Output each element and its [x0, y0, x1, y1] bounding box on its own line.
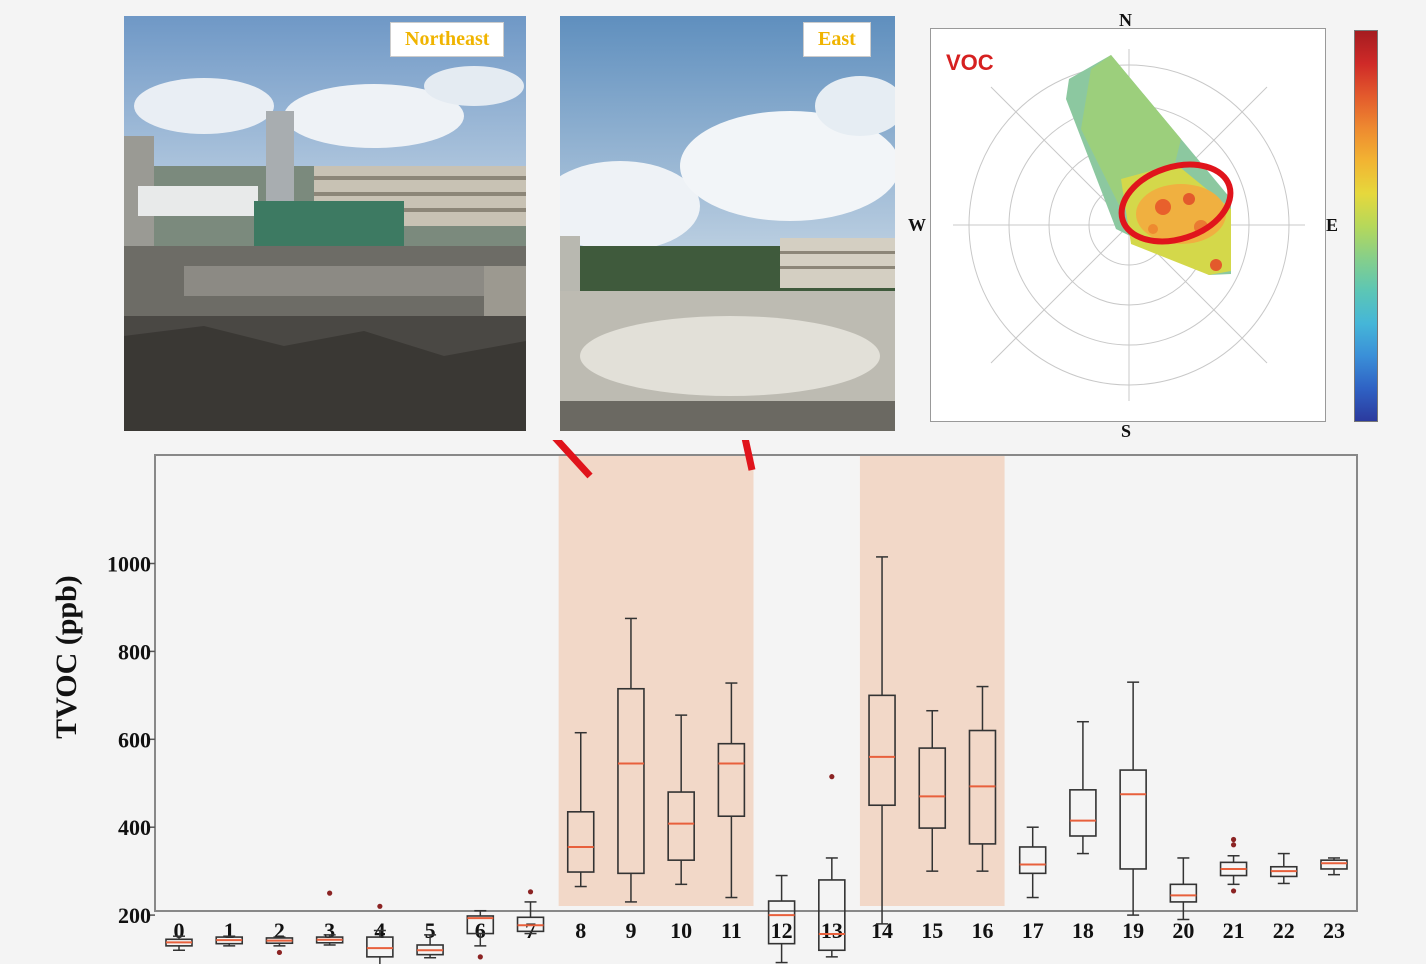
x-tick-label: 12 — [771, 918, 793, 943]
x-tick-label: 7 — [525, 918, 536, 943]
outlier-point — [527, 889, 534, 895]
x-tick-label: 9 — [625, 918, 636, 943]
box-hour-0 — [165, 935, 193, 952]
box-iqr — [1018, 846, 1047, 875]
box-hour-21 — [1219, 836, 1248, 894]
box-hour-6 — [466, 909, 495, 960]
outlier-point — [1230, 842, 1237, 848]
photo-label-east: East — [803, 22, 871, 57]
tvoc-boxplot-chart: 2004006008001000012345678910111213141516… — [107, 440, 1358, 964]
compass-west: W — [908, 215, 926, 235]
plot-frame — [154, 454, 1358, 912]
x-tick-label: 0 — [174, 918, 185, 943]
photo-east — [560, 16, 895, 431]
box-iqr — [1119, 769, 1147, 870]
y-tick-label: 1000 — [107, 552, 151, 577]
x-tick-label: 20 — [1172, 918, 1194, 943]
box-hour-18 — [1069, 720, 1097, 855]
box-iqr — [818, 879, 846, 952]
box-hour-1 — [215, 935, 244, 947]
box-iqr — [918, 747, 947, 829]
arrow-northeast — [552, 440, 593, 479]
box-hour-23 — [1320, 857, 1348, 876]
box-iqr — [1069, 789, 1097, 837]
box-iqr — [767, 900, 796, 945]
x-tick-label: 18 — [1072, 918, 1094, 943]
x-tick-label: 17 — [1022, 918, 1044, 943]
photo-label-northeast: Northeast — [390, 22, 505, 57]
x-tick-label: 3 — [324, 918, 335, 943]
compass-north: N — [1119, 10, 1132, 30]
outlier-point — [477, 954, 483, 960]
compass-east: E — [1326, 215, 1339, 235]
x-tick-label: 16 — [971, 918, 993, 943]
voc-polar-plot — [930, 28, 1326, 422]
x-tick-label: 19 — [1122, 918, 1144, 943]
box-hour-4 — [366, 903, 394, 964]
box-hour-11 — [717, 682, 746, 899]
box-hour-20 — [1169, 857, 1198, 921]
box-hour-2 — [265, 936, 294, 956]
x-tick-label: 22 — [1273, 918, 1295, 943]
box-iqr — [617, 687, 645, 875]
box-hour-9 — [617, 617, 645, 903]
x-tick-label: 8 — [575, 918, 586, 943]
x-tick-label: 21 — [1223, 918, 1245, 943]
box-hour-15 — [918, 709, 947, 872]
y-tick-label: 200 — [118, 903, 151, 928]
box-hour-14 — [868, 556, 896, 925]
box-hour-22 — [1269, 852, 1298, 885]
y-axis-label: TVOC (ppb) — [50, 575, 83, 739]
x-tick-label: 2 — [274, 918, 285, 943]
x-tick-label: 15 — [921, 918, 943, 943]
highlight-band — [558, 455, 754, 906]
x-tick-label: 23 — [1323, 918, 1345, 943]
box-iqr — [717, 742, 746, 818]
rose-title: VOC — [946, 50, 994, 75]
box-hour-13 — [818, 774, 846, 958]
compass-south: S — [1121, 421, 1132, 441]
photo-northeast — [124, 16, 526, 431]
colorbar — [1354, 30, 1378, 422]
outlier-point — [377, 903, 383, 909]
box-hour-19 — [1119, 681, 1147, 916]
outlier-point — [1230, 888, 1237, 894]
outlier-point — [829, 774, 835, 780]
y-tick-label: 800 — [118, 639, 151, 664]
box-iqr — [868, 694, 896, 807]
outlier-point — [327, 890, 333, 896]
x-tick-label: 5 — [425, 918, 436, 943]
box-iqr — [1169, 883, 1198, 903]
box-hour-16 — [968, 685, 997, 872]
box-hour-3 — [315, 890, 344, 946]
box-iqr — [1320, 859, 1348, 870]
box-iqr — [366, 936, 394, 958]
box-iqr — [667, 791, 695, 861]
y-tick-label: 400 — [118, 815, 151, 840]
x-tick-label: 11 — [721, 918, 742, 943]
x-tick-label: 6 — [475, 918, 486, 943]
x-tick-label: 1 — [224, 918, 235, 943]
arrow-east — [741, 440, 756, 471]
box-hour-8 — [566, 731, 595, 888]
box-hour-5 — [416, 934, 444, 959]
y-tick-label: 600 — [118, 727, 151, 752]
box-hour-17 — [1018, 826, 1047, 899]
outlier-point — [1230, 836, 1237, 843]
box-hour-10 — [667, 714, 695, 886]
x-tick-label: 13 — [821, 918, 843, 943]
box-iqr — [566, 811, 595, 873]
box-hour-12 — [767, 874, 796, 964]
box-iqr — [466, 915, 495, 935]
outlier-point — [276, 949, 283, 956]
x-tick-label: 10 — [670, 918, 692, 943]
box-hour-7 — [516, 889, 545, 935]
